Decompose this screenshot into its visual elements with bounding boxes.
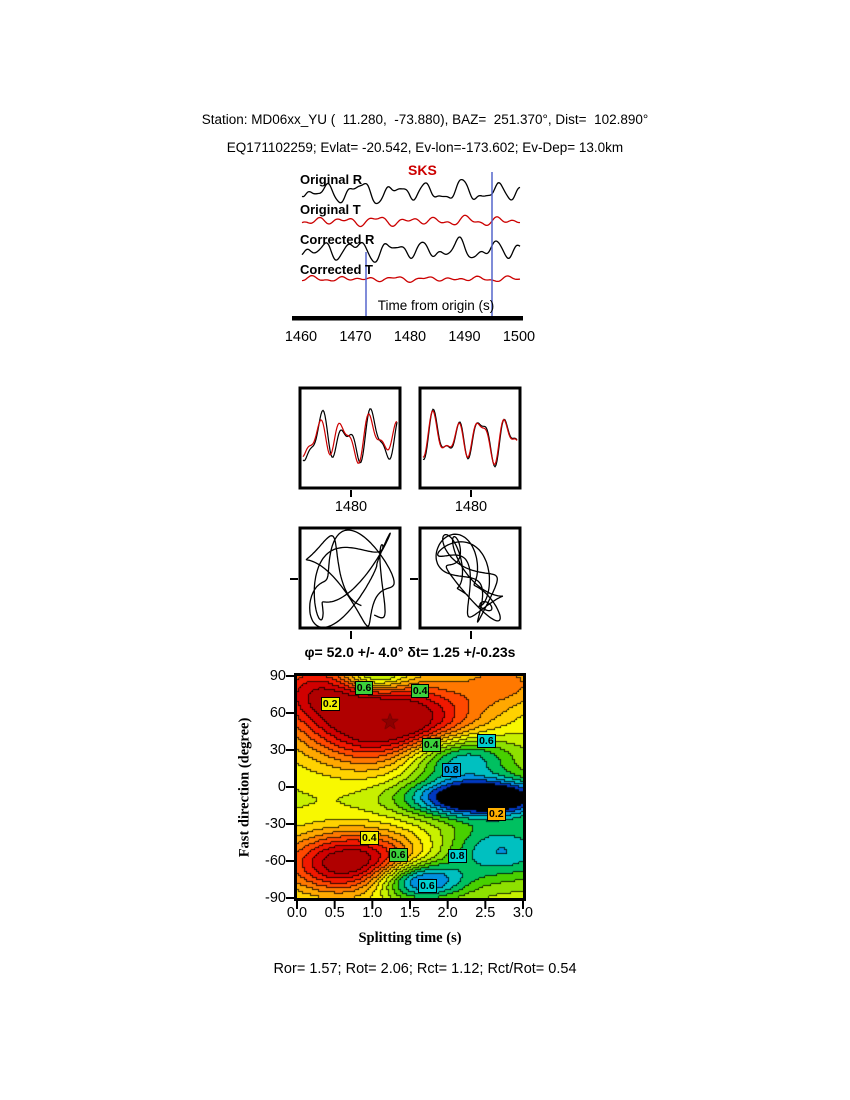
tick-label: 2.0 (437, 905, 458, 921)
contour-level-label: 0.4 (410, 684, 430, 699)
tick-label: 1.5 (399, 905, 421, 921)
tick-label: 1480 (393, 329, 427, 345)
tick-label: -60 (265, 853, 286, 869)
time-axis-ticks: 1460 1470 1480 1490 1500 (281, 329, 539, 345)
contour-frame (294, 673, 526, 901)
tick-label: -90 (265, 890, 286, 906)
contour-title: φ= 52.0 +/- 4.0° δt= 1.25 +/-0.23s (304, 644, 516, 660)
tick-label: 1470 (339, 329, 372, 345)
zoom-box-left-tick-label: 1480 (334, 499, 368, 515)
tick-label: 2.5 (475, 905, 496, 921)
contour-x-axis-label: Splitting time (s) (358, 930, 462, 946)
header-line2: EQ171102259; Evlat= -20.542, Ev-lon=-173… (226, 140, 624, 155)
tick-label: 0 (277, 779, 286, 795)
tick-label: 3.0 (512, 905, 534, 921)
contour-level-label: 0.2 (487, 807, 506, 822)
tick-label: 30 (269, 742, 286, 758)
statistics-line: Ror= 1.57; Rot= 2.06; Rct= 1.12; Rct/Rot… (273, 961, 577, 977)
tick-label: 1490 (448, 329, 481, 345)
header-line1: Station: MD06xx_YU ( 11.280, -73.880), B… (201, 112, 649, 127)
contour-x-ticks: 0.0 0.5 1.0 1.5 2.0 2.5 3.0 (283, 905, 537, 921)
trace-label-0: Original R (300, 172, 363, 187)
trace-label-2: Corrected R (300, 232, 375, 247)
tick-label: 90 (269, 668, 286, 684)
contour-level-label: 0.8 (442, 762, 461, 777)
contour-plot (297, 676, 523, 898)
trace-label-3: Corrected T (300, 262, 373, 277)
contour-level-label: 0.2 (320, 696, 340, 711)
zoom-box-right-tick-label: 1480 (454, 499, 488, 515)
time-axis-label: Time from origin (s) (377, 298, 495, 313)
tick-label: -30 (265, 816, 286, 832)
best-fit-star: ★ (380, 708, 400, 734)
contour-level-label: 0.6 (354, 680, 374, 695)
tick-label: 1500 (502, 329, 536, 345)
tick-label: 1460 (284, 329, 318, 345)
contour-level-label: 0.6 (418, 879, 437, 893)
tick-label: 60 (269, 705, 286, 721)
contour-y-ticks: 90 60 30 0 -30 -60 -90 (248, 668, 286, 906)
contour-level-label: 0.4 (359, 831, 379, 846)
contour-y-axis-label: Fast direction (degree) (236, 717, 253, 858)
contour-level-label: 0.6 (477, 734, 496, 749)
phase-label-sks: SKS (408, 162, 437, 178)
tick-label: 0.5 (324, 905, 345, 921)
tick-label: 0.0 (286, 905, 308, 921)
contour-level-label: 0.6 (388, 847, 408, 862)
contour-level-label: 0.8 (447, 849, 467, 864)
trace-label-1: Original T (300, 202, 361, 217)
contour-level-label: 0.4 (421, 738, 441, 753)
tick-label: 1.0 (362, 905, 383, 921)
